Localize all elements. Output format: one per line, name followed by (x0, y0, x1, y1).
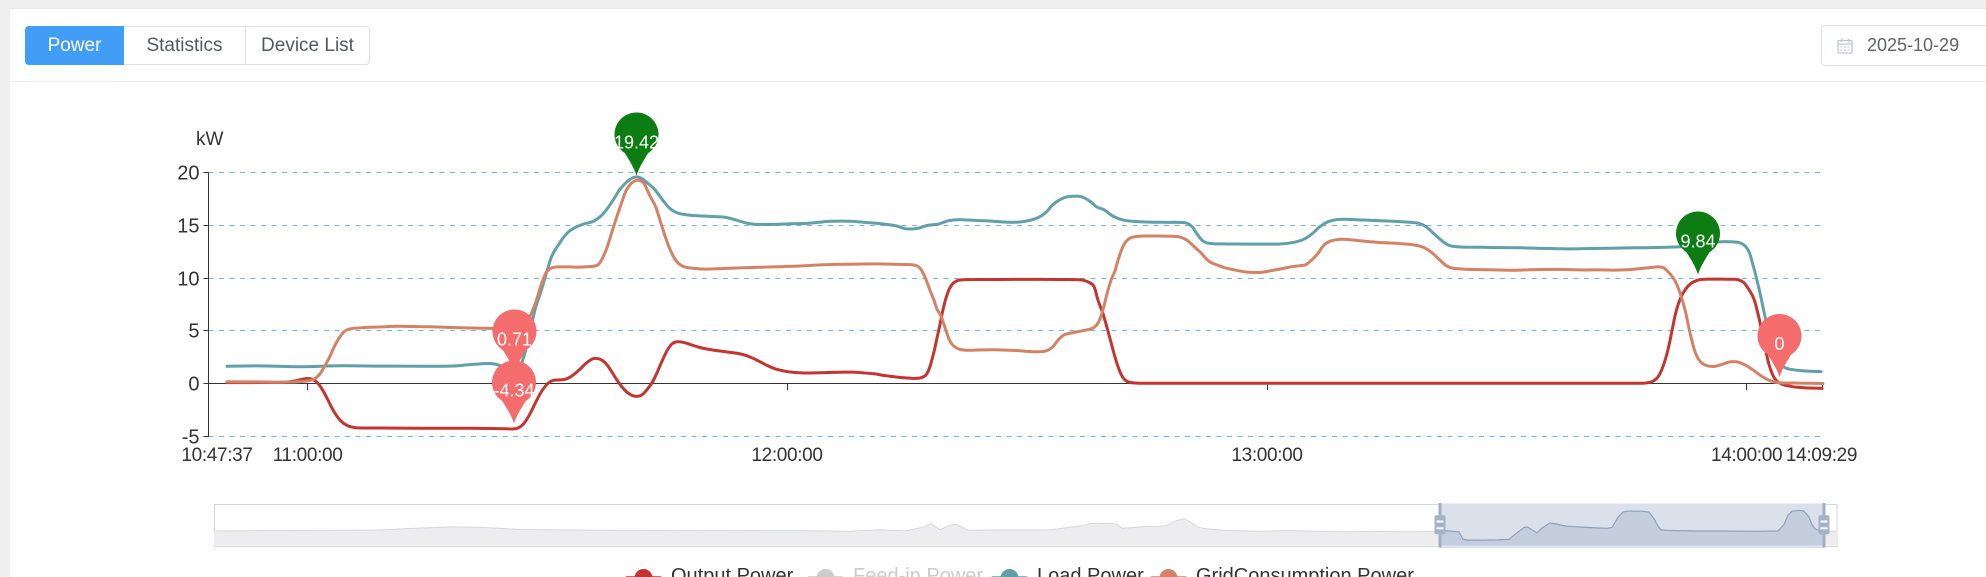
svg-text:Feed-in Power: Feed-in Power (853, 565, 983, 577)
svg-text:19.42: 19.42 (614, 133, 659, 153)
svg-text:10: 10 (177, 269, 199, 291)
svg-text:Load Power: Load Power (1037, 565, 1144, 577)
svg-text:11:00:00: 11:00:00 (273, 445, 343, 466)
svg-text:20: 20 (177, 163, 199, 185)
svg-text:0: 0 (1774, 334, 1784, 354)
svg-text:Output Power: Output Power (671, 565, 794, 577)
svg-text:-5: -5 (182, 427, 200, 449)
svg-text:14:09:29: 14:09:29 (1786, 445, 1857, 466)
svg-text:5: 5 (188, 321, 199, 343)
svg-text:14:00:00: 14:00:00 (1711, 445, 1782, 466)
svg-text:10:47:37: 10:47:37 (181, 445, 252, 466)
svg-text:0: 0 (188, 374, 199, 396)
svg-text:15: 15 (177, 216, 199, 238)
svg-text:12:00:00: 12:00:00 (751, 445, 822, 466)
svg-text:0.71: 0.71 (497, 330, 532, 350)
svg-text:GridConsumption Power: GridConsumption Power (1196, 565, 1414, 577)
svg-text:9.84: 9.84 (1680, 232, 1715, 252)
svg-text:kW: kW (196, 129, 224, 150)
svg-text:-4.34: -4.34 (493, 381, 534, 401)
svg-text:13:00:00: 13:00:00 (1231, 445, 1302, 466)
